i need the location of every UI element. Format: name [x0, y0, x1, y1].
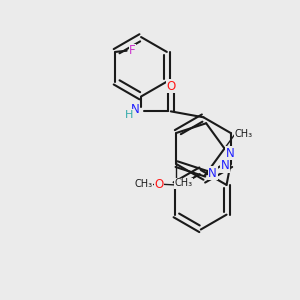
Text: O: O [166, 80, 176, 93]
Text: H: H [125, 110, 134, 120]
Text: N: N [221, 159, 230, 172]
Text: CH₃: CH₃ [234, 129, 252, 140]
Text: N: N [226, 147, 234, 160]
Text: N: N [131, 103, 140, 116]
Text: CH₃: CH₃ [135, 179, 153, 189]
Text: O: O [154, 178, 163, 191]
Text: CH₃: CH₃ [175, 178, 193, 188]
Text: F: F [129, 44, 136, 57]
Text: N: N [208, 167, 217, 180]
